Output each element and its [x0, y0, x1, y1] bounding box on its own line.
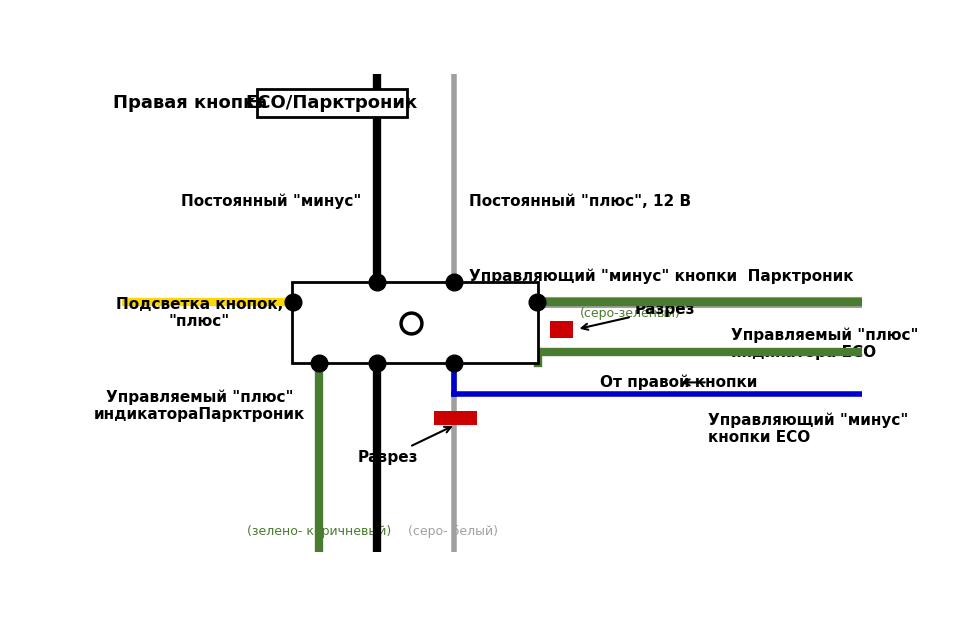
- Text: ЕСО/Парктроник: ЕСО/Парктроник: [246, 94, 418, 112]
- Bar: [434, 411, 476, 425]
- Text: Постоянный "плюс", 12 В: Постоянный "плюс", 12 В: [468, 194, 691, 209]
- Text: Разрез: Разрез: [358, 427, 451, 464]
- Text: Постоянный "минус": Постоянный "минус": [180, 193, 361, 209]
- Text: Управляющий "минус"
кнопки ЕСО: Управляющий "минус" кнопки ЕСО: [708, 412, 908, 445]
- Text: Управляемый "плюс"
индикатораПарктроник: Управляемый "плюс" индикатораПарктроник: [94, 389, 305, 422]
- Text: От правой кнопки: От правой кнопки: [600, 374, 757, 390]
- Text: Управляемый "плюс"
индикатора ЕСО: Управляемый "плюс" индикатора ЕСО: [731, 327, 918, 360]
- Text: (серо-зеленый): (серо-зеленый): [580, 307, 681, 319]
- Bar: [257, 89, 407, 117]
- Text: Правая кнопка: Правая кнопка: [113, 94, 267, 112]
- Text: (зелено- коричневый): (зелено- коричневый): [247, 525, 391, 538]
- Text: (серо- белый): (серо- белый): [409, 525, 498, 538]
- Text: Разрез: Разрез: [582, 302, 695, 330]
- Bar: [292, 282, 539, 363]
- Text: Подсветка кнопок,
"плюс": Подсветка кнопок, "плюс": [116, 297, 283, 329]
- Text: Управляющий "минус" кнопки  Парктроник: Управляющий "минус" кнопки Парктроник: [469, 268, 853, 284]
- Bar: [550, 321, 573, 338]
